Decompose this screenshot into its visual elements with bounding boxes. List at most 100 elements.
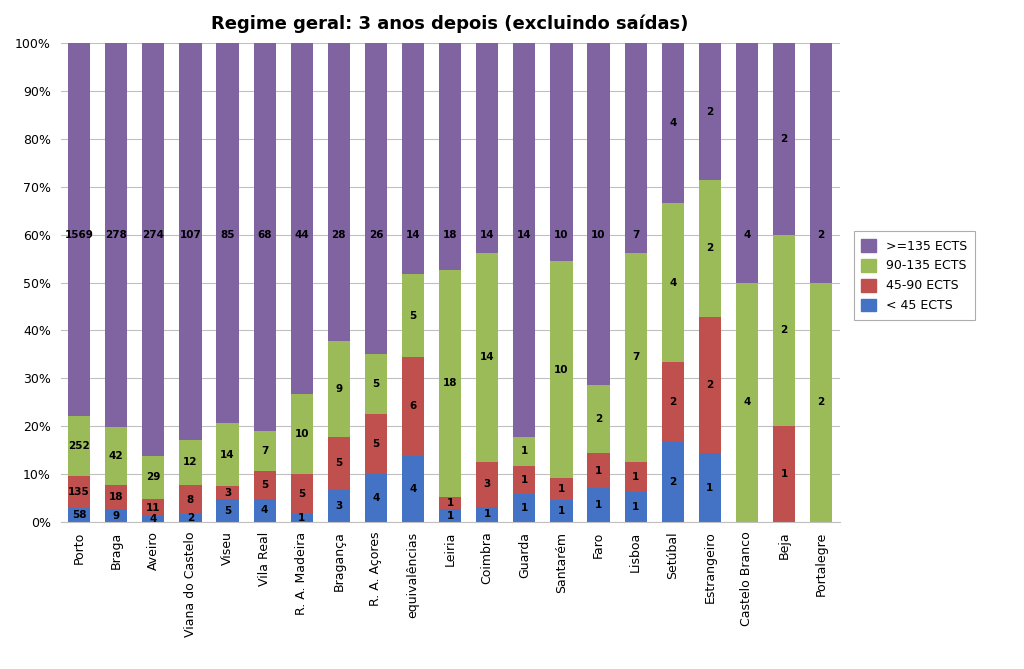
Bar: [68, 508, 90, 522]
Text: 7: 7: [632, 353, 639, 363]
Text: 14: 14: [480, 229, 495, 240]
Bar: [401, 43, 424, 274]
Text: 1: 1: [483, 509, 490, 519]
Text: 1: 1: [558, 506, 565, 516]
Text: 26: 26: [369, 229, 383, 240]
Bar: [105, 43, 127, 427]
Bar: [328, 437, 350, 490]
Text: 5: 5: [410, 310, 417, 320]
Text: 1569: 1569: [65, 229, 93, 240]
Text: 1: 1: [632, 502, 639, 512]
Text: 135: 135: [69, 487, 90, 497]
Bar: [513, 438, 536, 466]
Bar: [736, 43, 758, 282]
Bar: [439, 270, 461, 496]
Bar: [662, 43, 684, 203]
Bar: [68, 43, 90, 416]
Bar: [550, 478, 572, 500]
Bar: [513, 43, 536, 438]
Text: 5: 5: [335, 458, 342, 468]
Text: 7: 7: [632, 229, 639, 240]
Bar: [513, 466, 536, 494]
Text: 2: 2: [707, 244, 714, 254]
Text: 1: 1: [521, 474, 528, 484]
Bar: [698, 317, 721, 454]
Bar: [625, 43, 647, 253]
Bar: [291, 43, 313, 394]
Text: 3: 3: [483, 480, 490, 490]
Text: 1: 1: [521, 446, 528, 456]
Text: 2: 2: [669, 477, 677, 487]
Bar: [365, 355, 387, 414]
Bar: [68, 416, 90, 476]
Bar: [773, 43, 796, 235]
Text: 29: 29: [146, 472, 161, 482]
Bar: [550, 261, 572, 478]
Text: 10: 10: [591, 229, 606, 240]
Bar: [550, 500, 572, 522]
Text: 2: 2: [817, 229, 824, 240]
Bar: [773, 426, 796, 522]
Bar: [476, 462, 499, 507]
Text: 2: 2: [186, 513, 195, 523]
Bar: [216, 500, 239, 522]
Text: 42: 42: [109, 451, 124, 461]
Bar: [291, 474, 313, 514]
Bar: [588, 43, 609, 385]
Text: 1: 1: [780, 469, 787, 479]
Bar: [736, 282, 758, 522]
Text: 10: 10: [295, 429, 309, 439]
Text: 68: 68: [257, 229, 272, 240]
Text: 4: 4: [743, 397, 751, 407]
Text: 4: 4: [261, 505, 268, 515]
Bar: [439, 43, 461, 270]
Bar: [698, 180, 721, 317]
Bar: [291, 394, 313, 474]
Text: 5: 5: [373, 379, 380, 389]
Bar: [216, 423, 239, 486]
Text: 2: 2: [707, 107, 714, 116]
Bar: [105, 427, 127, 484]
Text: 28: 28: [332, 229, 346, 240]
Text: 85: 85: [220, 229, 234, 240]
Text: 1: 1: [595, 500, 602, 510]
Text: 7: 7: [261, 446, 268, 456]
Bar: [216, 486, 239, 500]
Text: 1: 1: [298, 513, 305, 523]
Text: 5: 5: [298, 489, 305, 499]
Bar: [142, 43, 165, 456]
Text: 9: 9: [113, 510, 120, 520]
Text: 9: 9: [335, 384, 342, 394]
Text: 3: 3: [224, 488, 231, 498]
Bar: [401, 274, 424, 357]
Text: 5: 5: [373, 439, 380, 449]
Text: 8: 8: [186, 494, 195, 504]
Text: 1: 1: [521, 502, 528, 512]
Bar: [328, 490, 350, 522]
Text: 3: 3: [335, 501, 342, 511]
Bar: [625, 492, 647, 522]
Bar: [662, 203, 684, 363]
Text: 5: 5: [224, 506, 231, 516]
Bar: [513, 494, 536, 522]
Text: 58: 58: [72, 510, 86, 520]
Text: 1: 1: [595, 466, 602, 476]
Text: 11: 11: [146, 502, 161, 512]
Text: 14: 14: [517, 229, 531, 240]
Bar: [179, 440, 202, 485]
Text: 14: 14: [480, 353, 495, 363]
Bar: [439, 509, 461, 522]
Bar: [550, 43, 572, 261]
Bar: [142, 456, 165, 499]
Bar: [588, 385, 609, 454]
Bar: [216, 43, 239, 423]
Bar: [810, 282, 833, 522]
Bar: [254, 470, 275, 499]
Bar: [179, 485, 202, 514]
Text: 10: 10: [554, 229, 568, 240]
Bar: [625, 253, 647, 462]
Bar: [254, 499, 275, 522]
Text: 2: 2: [669, 397, 677, 407]
Text: 12: 12: [183, 458, 198, 468]
Text: 4: 4: [373, 493, 380, 503]
